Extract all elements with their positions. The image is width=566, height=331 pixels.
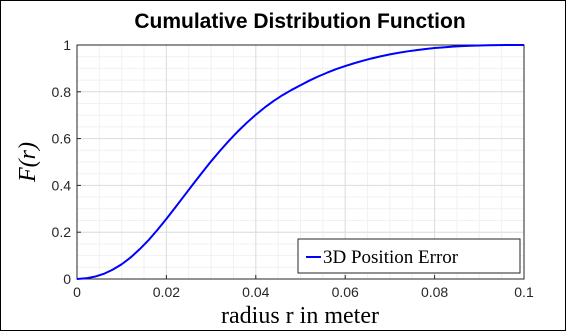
x-tick-label: 0.08: [421, 284, 448, 300]
x-tick-label: 0.06: [332, 284, 359, 300]
plot-area-border: [76, 44, 525, 280]
y-tick-label: 0.2: [52, 224, 72, 240]
y-tick-label: 0.6: [52, 131, 72, 147]
y-tick-label: 1: [63, 37, 71, 53]
y-tick-label: 0: [63, 271, 71, 287]
y-tick-label: 0.8: [52, 84, 72, 100]
legend: 3D Position Error: [297, 238, 521, 274]
series-line-0: [76, 44, 524, 280]
legend-label: 3D Position Error: [323, 247, 459, 268]
x-tick-label: 0.02: [153, 284, 180, 300]
chart-title: Cumulative Distribution Function: [134, 10, 465, 33]
x-tick-label: 0.1: [514, 284, 534, 300]
axis-ticks: 0 0.02 0.04 0.06 0.08 0.1 0 0.2 0.4 0.6 0.8 1: [52, 37, 534, 300]
x-axis-label: radius r in meter: [221, 303, 379, 329]
y-axis-label: F(r): [15, 142, 41, 183]
series-layer: [76, 44, 524, 280]
y-tick-label: 0.4: [52, 177, 72, 193]
x-tick-label: 0: [73, 284, 81, 300]
legend-box: [297, 238, 521, 274]
x-tick-label: 0.04: [242, 284, 269, 300]
